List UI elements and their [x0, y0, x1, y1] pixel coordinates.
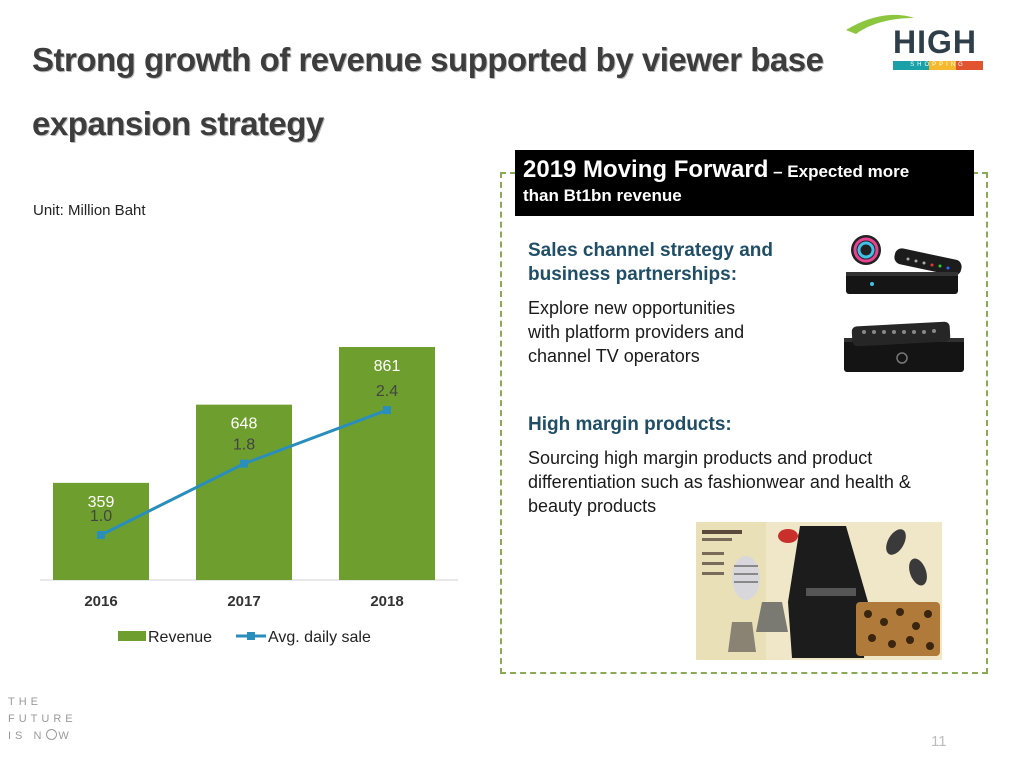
x-tick-label: 2016 [84, 593, 117, 610]
line-value-label: 1.0 [90, 508, 112, 525]
footer-line2: FUTURE [8, 713, 77, 725]
x-tick-label: 2017 [227, 593, 260, 610]
footer-tagline: THE FUTURE IS N W [8, 694, 77, 745]
section1-body: Explore new opportunities with platform … [528, 296, 744, 368]
avg-daily-sale-point [97, 531, 105, 539]
legend-revenue-swatch [118, 631, 146, 641]
panel-header-main: 2019 Moving Forward [523, 156, 769, 183]
section1-heading: Sales channel strategy and business part… [528, 239, 773, 287]
logo-text: HIGH [893, 24, 977, 60]
revenue-bar [339, 347, 435, 580]
section1-heading-line1: Sales channel strategy and [528, 240, 773, 261]
panel-header-line2: than Bt1bn revenue [523, 186, 682, 205]
line-value-label: 1.8 [233, 437, 255, 454]
page-number: 11 [931, 733, 947, 750]
legend-revenue-label: Revenue [148, 629, 212, 646]
logo-bar [893, 61, 983, 70]
footer-line3-post: W [58, 730, 73, 742]
panel-header-sub: – Expected more [768, 162, 910, 181]
section1-body-line1: Explore new opportunities [528, 298, 736, 318]
x-tick-label: 2018 [370, 593, 403, 610]
footer-line3: IS N W [8, 728, 77, 745]
section2-body: Sourcing high margin products and produc… [528, 446, 911, 518]
slide-title: Strong growth of revenue supported by vi… [32, 28, 832, 156]
footer-line3-pre: IS N [8, 730, 46, 742]
slide-title-line1: Strong growth of revenue supported by vi… [32, 41, 824, 78]
section2-body-line1: Sourcing high margin products and produc… [528, 448, 873, 468]
section2-body-line3: beauty products [528, 496, 657, 516]
panel-header: 2019 Moving Forward – Expected more than… [515, 150, 974, 216]
set-top-box-image [844, 235, 964, 372]
section1-body-line3: channel TV operators [528, 346, 700, 366]
avg-daily-sale-point [240, 459, 248, 468]
bar-value-label: 359 [88, 494, 115, 511]
line-value-label: 2.4 [376, 383, 398, 400]
chart-unit-label: Unit: Million Baht [33, 202, 146, 219]
logo-swoosh-icon [846, 14, 914, 34]
legend-line-label: Avg. daily sale [268, 629, 371, 646]
section1-body-line2: with platform providers and [528, 322, 745, 342]
bar-value-label: 861 [374, 358, 401, 375]
slide-title-line2: expansion strategy [32, 105, 324, 142]
fashion-products-image [696, 522, 942, 660]
footer-globe-icon [46, 729, 58, 740]
section1-heading-line2: business partnerships: [528, 264, 738, 285]
footer-line1: THE [8, 696, 42, 708]
legend-line-marker [247, 632, 255, 640]
revenue-chart: 359 2016 648 2017 861 2018 1.0 1.8 2.4 Revenue Avg… [40, 347, 458, 646]
section2-heading: High margin products: [528, 414, 732, 435]
bar-value-label: 648 [231, 416, 258, 433]
section2-body-line2: differentiation such as fashionwear and … [528, 472, 911, 492]
revenue-bar [196, 404, 292, 580]
avg-daily-sale-point [383, 406, 391, 415]
logo-subtext: SHOPPING [910, 62, 966, 68]
